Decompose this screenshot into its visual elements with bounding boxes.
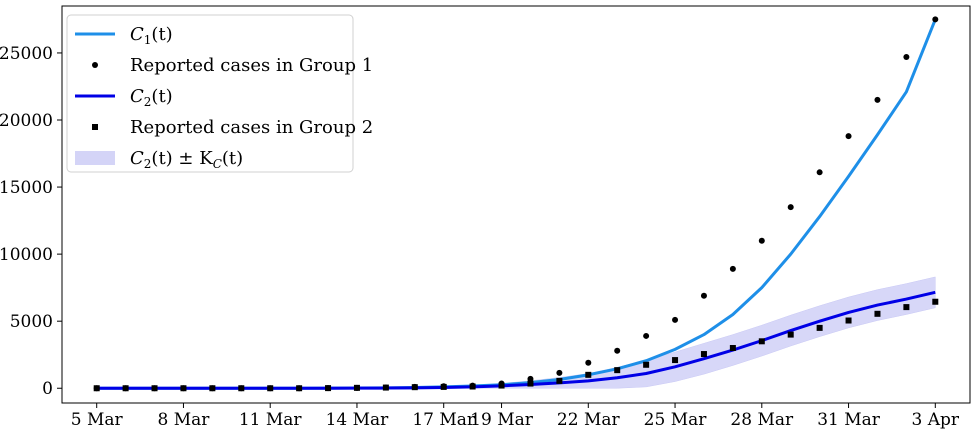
group2-point (325, 385, 332, 392)
group2-point (614, 367, 621, 374)
group2-point (353, 384, 360, 391)
legend-handle-circle (92, 62, 98, 68)
series-line-layer (96, 18, 937, 390)
group2-point (469, 383, 476, 390)
legend-label: Reported cases in Group 1 (130, 55, 373, 76)
legend-box (66, 14, 354, 173)
group2-point (643, 361, 650, 368)
group2-point (151, 385, 158, 392)
group1-point (700, 292, 707, 299)
y-axis-ticks: 0 5000 10000 15000 20000 25000 (0, 44, 62, 399)
group2-point (209, 385, 216, 392)
group1-point (903, 53, 910, 60)
group2-point (411, 384, 418, 391)
y-tick-label: 10000 (0, 245, 53, 265)
group2-point (816, 324, 823, 331)
group2-point (932, 298, 939, 305)
group1-point (614, 347, 621, 354)
group1-point (787, 204, 794, 211)
group2-point (758, 338, 765, 345)
group1-point (729, 265, 736, 272)
y-tick-label: 25000 (0, 44, 53, 64)
plot-frame (61, 5, 971, 404)
y-tick-label: 15000 (0, 178, 53, 198)
x-tick-label: 14 Mar (326, 410, 390, 430)
group2-point (729, 345, 736, 352)
group2-point (440, 383, 447, 390)
group1-point (874, 96, 881, 103)
group2-point (787, 331, 794, 338)
group1-point (643, 332, 650, 339)
x-tick-label: 17 Mar (412, 410, 476, 430)
group2-point (296, 385, 303, 392)
legend-handle-band (75, 151, 115, 165)
group2-point (585, 371, 592, 378)
x-tick-label: 31 Mar (817, 410, 881, 430)
x-tick-label: 11 Mar (239, 410, 303, 430)
group1-point (527, 375, 534, 382)
legend-label: C1(t) (130, 24, 173, 47)
y-tick-label: 0 (42, 379, 53, 399)
x-tick-label: 19 Mar (470, 410, 534, 430)
group2-point (382, 384, 389, 391)
group2-point (903, 304, 910, 311)
x-tick-label: 22 Mar (557, 410, 621, 430)
legend: C1(t) Reported cases in Group 1 C2(t) Repor… (66, 14, 373, 173)
band-c2-plus-minus-kc (96, 276, 936, 389)
group2-point (527, 380, 534, 387)
x-tick-label: 28 Mar (730, 410, 794, 430)
x-tick-label: 5 Mar (71, 410, 124, 430)
legend-label: Reported cases in Group 2 (130, 117, 373, 138)
group1-point (672, 316, 679, 323)
group2-point (93, 385, 100, 392)
group2-point (556, 377, 563, 384)
group2-point (238, 385, 245, 392)
group1-point (556, 369, 563, 376)
series-line-c2 (96, 290, 936, 390)
group2-point (180, 385, 187, 392)
y-tick-label: 20000 (0, 111, 53, 131)
group1-point (932, 16, 939, 23)
x-tick-label: 8 Mar (158, 410, 211, 430)
group1-point (758, 237, 765, 244)
legend-label: C2(t) (130, 86, 173, 109)
group2-point (672, 357, 679, 364)
group1-point (816, 169, 823, 176)
legend-label: C2(t) ± KC(t) (130, 148, 243, 171)
group2-point (700, 351, 707, 358)
x-tick-label: 3 Apr (912, 410, 960, 430)
group2-point (122, 385, 129, 392)
group2-point (498, 382, 505, 389)
group2-point (845, 317, 852, 324)
group1-point (845, 133, 852, 140)
x-tick-label: 25 Mar (644, 410, 708, 430)
group1-point (585, 359, 592, 366)
confidence-band-layer (96, 276, 936, 389)
marker-layer (93, 16, 939, 392)
group2-point (267, 385, 274, 392)
y-tick-label: 5000 (10, 312, 53, 332)
group2-point (874, 310, 881, 317)
legend-handle-square (92, 124, 98, 130)
